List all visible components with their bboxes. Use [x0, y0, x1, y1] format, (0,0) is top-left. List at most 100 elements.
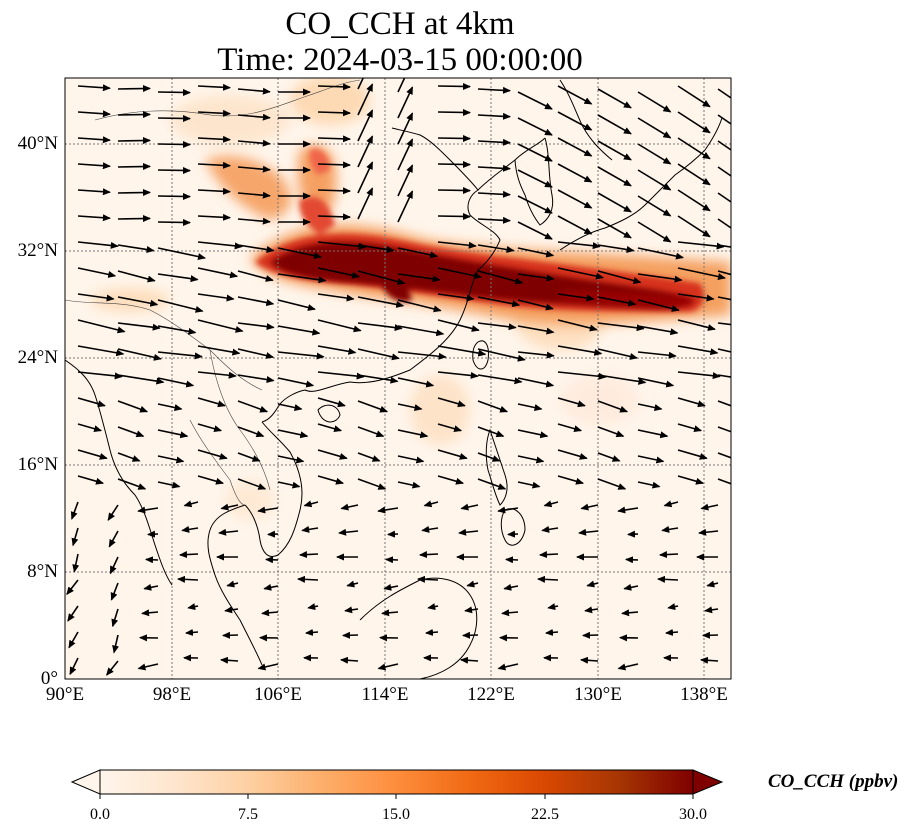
wind-arrow	[381, 609, 399, 617]
lat-tick-16: 16°N	[17, 454, 58, 475]
wind-arrow	[77, 423, 103, 433]
wind-arrow	[197, 135, 231, 143]
wind-arrow	[417, 575, 439, 583]
wind-arrow	[517, 299, 554, 311]
wind-arrow	[397, 351, 447, 360]
wind-arrow	[117, 111, 151, 119]
wind-arrow	[421, 525, 439, 533]
wind-arrow	[517, 351, 555, 359]
wind-arrow	[659, 551, 679, 559]
wind-arrow	[277, 429, 309, 439]
wind-arrow	[637, 143, 672, 165]
wind-arrow	[257, 663, 279, 671]
wind-arrow	[237, 478, 267, 490]
wind-arrow	[617, 663, 639, 671]
wind-arrow	[108, 530, 119, 548]
wind-arrow	[197, 449, 228, 460]
wind-arrow	[597, 374, 647, 385]
wind-arrow	[317, 475, 344, 485]
wind-arrow	[625, 556, 639, 564]
wind-arrow	[137, 506, 159, 514]
wind-arrow	[117, 85, 151, 93]
wind-arrow	[117, 244, 155, 253]
wind-arrow	[77, 110, 111, 118]
wind-arrow	[597, 140, 632, 161]
lat-tick-8: 8°N	[27, 561, 58, 582]
wind-arrow	[557, 345, 603, 356]
wind-arrow	[317, 397, 346, 408]
wind-arrow	[277, 325, 321, 336]
wind-arrow	[677, 85, 711, 108]
wind-arrow	[357, 78, 365, 90]
wind-arrow	[197, 423, 223, 433]
wind-arrow	[584, 606, 599, 614]
wind-arrow	[357, 135, 374, 168]
wind-arrow	[317, 423, 343, 433]
lon-tick-98: 98°E	[152, 684, 192, 705]
wind-arrow	[277, 273, 327, 284]
lon-tick-122: 122°E	[467, 684, 515, 705]
wind-arrow	[517, 247, 555, 258]
wind-arrow	[77, 345, 125, 357]
wind-arrow	[397, 190, 414, 223]
wind-arrow	[157, 299, 204, 313]
wind-arrow	[267, 530, 279, 538]
wind-arrow	[677, 397, 706, 408]
wind-arrow	[507, 530, 519, 538]
wind-arrow	[637, 377, 675, 388]
wind-arrow	[357, 478, 387, 490]
wind-arrow	[700, 656, 719, 664]
colorbar-gradient	[99, 769, 694, 795]
wind-arrow	[597, 114, 632, 135]
wind-arrow	[477, 426, 505, 438]
wind-arrow	[181, 525, 199, 533]
wind-arrow	[197, 371, 237, 379]
wind-arrow	[297, 575, 319, 583]
wind-arrow	[517, 195, 553, 214]
wind-arrow	[377, 663, 399, 671]
wind-arrow	[437, 423, 463, 433]
wind-arrow	[621, 609, 639, 617]
lat-tick-40: 40°N	[17, 133, 58, 154]
wind-arrow	[637, 195, 672, 217]
wind-arrow	[557, 111, 593, 131]
wind-arrow	[477, 348, 526, 362]
wind-arrow	[657, 575, 679, 583]
wind-arrow	[557, 267, 604, 280]
wind-arrow	[110, 582, 119, 601]
wind-arrow	[117, 270, 156, 283]
wind-arrow	[477, 86, 511, 94]
wind-arrow	[340, 656, 359, 664]
wind-arrow	[597, 218, 632, 239]
wind-arrow	[237, 244, 275, 253]
wind-arrow	[77, 136, 111, 144]
wind-arrow	[637, 221, 672, 243]
wind-arrow	[237, 217, 271, 225]
wind-arrow	[111, 608, 119, 628]
wind-arrow	[357, 322, 403, 332]
wind-arrow	[663, 500, 679, 508]
wind-arrow	[637, 429, 669, 439]
wind-arrow	[117, 400, 149, 413]
wind-arrow	[117, 452, 141, 462]
wind-arrow	[677, 345, 719, 356]
wind-arrow	[623, 583, 639, 591]
wind-arrow	[597, 166, 632, 187]
wind-arrow	[557, 449, 588, 460]
lon-tick-138: 138°E	[680, 684, 728, 705]
wind-arrow	[77, 267, 117, 278]
wind-arrow	[237, 296, 275, 306]
wind-arrow	[157, 88, 191, 96]
wind-arrow	[117, 163, 151, 171]
wind-arrow	[637, 325, 679, 336]
wind-arrow	[397, 112, 414, 145]
wind-arrow	[317, 135, 351, 143]
wind-arrow	[677, 423, 703, 433]
wind-arrow	[397, 481, 421, 489]
wind-arrow	[317, 449, 348, 460]
wind-arrow	[77, 162, 111, 170]
wind-arrow	[220, 503, 239, 511]
wind-arrow	[117, 322, 161, 331]
wind-arrow	[637, 117, 672, 139]
